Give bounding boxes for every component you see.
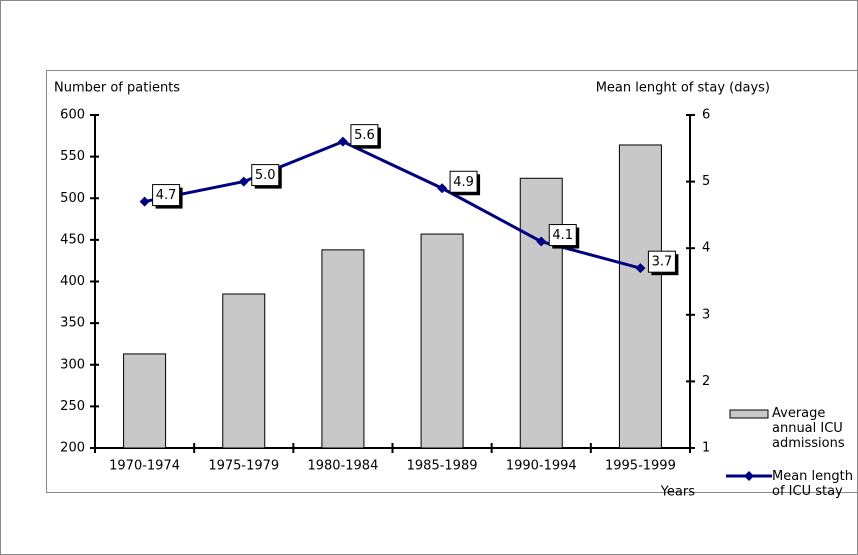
- marker: [635, 263, 646, 274]
- y-tick-label: 400: [60, 274, 85, 289]
- y-tick-label: 300: [60, 357, 85, 372]
- chart-frame: [46, 70, 858, 493]
- y-tick-label: 450: [60, 232, 85, 247]
- y-tick-label: 250: [60, 399, 85, 414]
- label-box: [152, 184, 181, 207]
- legend-key: [744, 471, 754, 481]
- bar: [222, 293, 266, 449]
- bar: [321, 249, 365, 449]
- x-tick-label: 1995-1999: [605, 459, 676, 474]
- y2-tick-label: 3: [702, 307, 710, 322]
- y-tick-label: 500: [60, 191, 85, 206]
- data-label: 5.0: [255, 168, 276, 183]
- line: [144, 140, 641, 270]
- bar: [618, 144, 662, 449]
- y2-tick-label: 1: [702, 441, 710, 456]
- x-axis-title: Years: [660, 485, 696, 500]
- y-tick-label: 550: [60, 149, 85, 164]
- y-tick-label: 350: [60, 316, 85, 331]
- legend-label: Average annual ICU admissions: [772, 406, 845, 451]
- legend-key: [729, 409, 769, 419]
- label-box: [350, 124, 379, 147]
- x-tick-label: 1970-1974: [109, 459, 180, 474]
- bar: [420, 233, 464, 449]
- label-box: [548, 224, 577, 247]
- marker: [437, 183, 448, 194]
- y2-axis-title: Mean lenght of stay (days): [596, 81, 770, 96]
- y-axis-title: Number of patients: [54, 81, 180, 96]
- x-tick-label: 1980-1984: [307, 459, 378, 474]
- x-tick-label: 1985-1989: [407, 459, 478, 474]
- legend-label: Mean length of ICU stay: [772, 469, 853, 499]
- label-box: [251, 164, 280, 187]
- data-label: 3.7: [652, 255, 673, 270]
- bar: [519, 177, 563, 449]
- label-box: [647, 250, 676, 273]
- y2-tick-label: 6: [702, 108, 710, 123]
- marker: [337, 136, 348, 147]
- data-label: 4.7: [156, 188, 177, 203]
- y2-tick-label: 5: [702, 174, 710, 189]
- y-tick-label: 200: [60, 441, 85, 456]
- y-tick-label: 600: [60, 108, 85, 123]
- marker: [536, 236, 547, 247]
- y2-tick-label: 2: [702, 374, 710, 389]
- x-tick-label: 1990-1994: [506, 459, 577, 474]
- data-label: 4.9: [453, 175, 474, 190]
- label-box: [449, 170, 478, 193]
- marker: [238, 176, 249, 187]
- marker: [139, 196, 150, 207]
- y2-tick-label: 4: [702, 241, 710, 256]
- data-label: 4.1: [552, 228, 573, 243]
- data-label: 5.6: [354, 128, 375, 143]
- x-tick-label: 1975-1979: [208, 459, 279, 474]
- bar: [123, 353, 167, 449]
